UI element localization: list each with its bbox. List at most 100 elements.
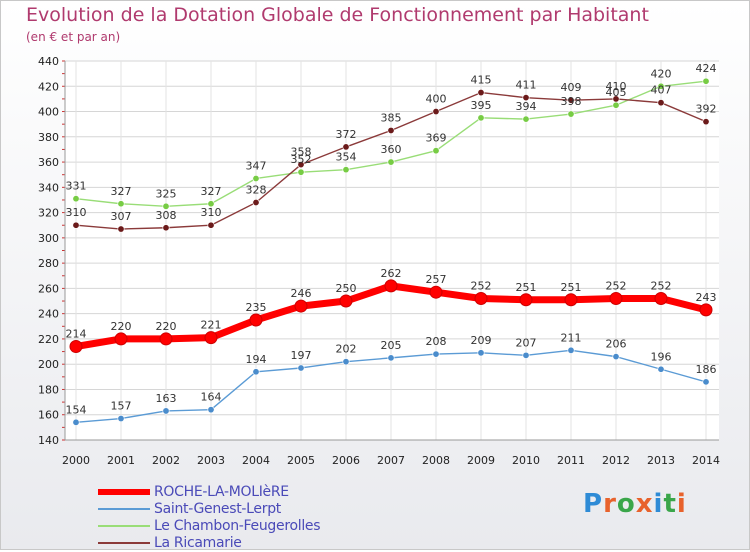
logo-letter: P bbox=[583, 489, 604, 519]
data-point bbox=[117, 225, 125, 233]
x-tick-label: 2003 bbox=[197, 454, 225, 467]
y-tick-label: 300 bbox=[38, 232, 59, 245]
x-tick-label: 2000 bbox=[62, 454, 90, 467]
data-label: 405 bbox=[606, 86, 627, 99]
y-tick-label: 400 bbox=[38, 106, 59, 119]
y-tick-label: 140 bbox=[38, 434, 59, 447]
y-tick-label: 320 bbox=[38, 207, 59, 220]
y-tick-label: 440 bbox=[38, 55, 59, 68]
x-tick-label: 2008 bbox=[422, 454, 450, 467]
data-point bbox=[72, 195, 80, 203]
x-tick-label: 2004 bbox=[242, 454, 270, 467]
y-tick-label: 160 bbox=[38, 409, 59, 422]
y-tick-label: 260 bbox=[38, 282, 59, 295]
data-label: 220 bbox=[111, 320, 132, 333]
logo-letter: r bbox=[603, 489, 617, 519]
data-label: 197 bbox=[291, 349, 312, 362]
y-tick-label: 420 bbox=[38, 80, 59, 93]
data-point bbox=[612, 353, 620, 361]
data-point bbox=[564, 293, 578, 307]
data-label: 310 bbox=[66, 206, 87, 219]
chart-subtitle: (en € et par an) bbox=[26, 30, 121, 44]
data-label: 196 bbox=[651, 350, 672, 363]
x-tick-label: 2011 bbox=[557, 454, 585, 467]
series-layer bbox=[69, 77, 713, 426]
data-point bbox=[654, 292, 668, 306]
x-tick-label: 2014 bbox=[692, 454, 720, 467]
data-label: 410 bbox=[606, 80, 627, 93]
data-label: 235 bbox=[246, 301, 267, 314]
data-label: 395 bbox=[471, 99, 492, 112]
legend-swatch bbox=[98, 542, 150, 544]
x-tick-label: 2005 bbox=[287, 454, 315, 467]
data-label: 207 bbox=[516, 336, 537, 349]
x-tick-label: 2012 bbox=[602, 454, 630, 467]
data-point bbox=[252, 368, 260, 376]
data-label: 325 bbox=[156, 187, 177, 200]
data-point bbox=[69, 340, 83, 354]
x-tick-label: 2002 bbox=[152, 454, 180, 467]
data-label: 307 bbox=[111, 210, 132, 223]
y-tick-label: 380 bbox=[38, 131, 59, 144]
data-point bbox=[702, 77, 710, 85]
data-point bbox=[567, 110, 575, 118]
logo-letter: t bbox=[663, 489, 677, 519]
data-point bbox=[384, 279, 398, 293]
data-point bbox=[114, 332, 128, 346]
y-tick-label: 280 bbox=[38, 257, 59, 270]
data-point bbox=[162, 224, 170, 232]
legend-label: Saint-Genest-Lerpt bbox=[154, 501, 281, 517]
y-tick-label: 220 bbox=[38, 333, 59, 346]
data-point bbox=[522, 351, 530, 359]
data-label: 394 bbox=[516, 100, 537, 113]
data-point bbox=[387, 126, 395, 134]
data-point bbox=[207, 406, 215, 414]
data-label: 411 bbox=[516, 79, 537, 92]
line-chart: 140 160 180 200 220 240 260 280 300 320 340 360 380 4… bbox=[38, 55, 720, 467]
data-label: 331 bbox=[66, 180, 87, 193]
data-label: 407 bbox=[651, 84, 672, 97]
logo-letter: i bbox=[653, 489, 664, 519]
data-point bbox=[72, 221, 80, 229]
data-point bbox=[387, 158, 395, 166]
data-label: 208 bbox=[426, 335, 447, 348]
data-point bbox=[477, 89, 485, 97]
data-point bbox=[117, 200, 125, 208]
y-tick-label: 180 bbox=[38, 383, 59, 396]
data-point bbox=[252, 198, 260, 206]
data-point bbox=[207, 200, 215, 208]
y-tick-label: 340 bbox=[38, 181, 59, 194]
data-point bbox=[117, 415, 125, 423]
data-point bbox=[159, 332, 173, 346]
data-point bbox=[612, 101, 620, 109]
data-point bbox=[609, 292, 623, 306]
data-label: 206 bbox=[606, 338, 627, 351]
data-label: 352 bbox=[291, 153, 312, 166]
data-point bbox=[567, 346, 575, 354]
data-point bbox=[657, 99, 665, 107]
legend-label: ROCHE-LA-MOLIèRE bbox=[154, 484, 289, 500]
logo-letter: x bbox=[635, 489, 654, 519]
data-label: 392 bbox=[696, 103, 717, 116]
data-label: 398 bbox=[561, 95, 582, 108]
data-label: 205 bbox=[381, 339, 402, 352]
proxiti-logo: Proxiti bbox=[583, 489, 687, 519]
data-label: 327 bbox=[201, 185, 222, 198]
data-label: 209 bbox=[471, 334, 492, 347]
data-label: 262 bbox=[381, 267, 402, 280]
data-label: 308 bbox=[156, 209, 177, 222]
data-label: 163 bbox=[156, 392, 177, 405]
data-label: 221 bbox=[201, 319, 222, 332]
data-label: 251 bbox=[561, 281, 582, 294]
grid-lines bbox=[65, 60, 719, 441]
data-label: 409 bbox=[561, 81, 582, 94]
data-point bbox=[612, 95, 620, 103]
legend-label: Le Chambon-Feugerolles bbox=[154, 518, 321, 534]
data-label: 252 bbox=[651, 280, 672, 293]
x-tick-label: 2007 bbox=[377, 454, 405, 467]
y-tick-label: 200 bbox=[38, 358, 59, 371]
data-label: 354 bbox=[336, 151, 357, 164]
data-point bbox=[294, 299, 308, 313]
data-point bbox=[699, 303, 713, 317]
data-label: 358 bbox=[291, 146, 312, 159]
